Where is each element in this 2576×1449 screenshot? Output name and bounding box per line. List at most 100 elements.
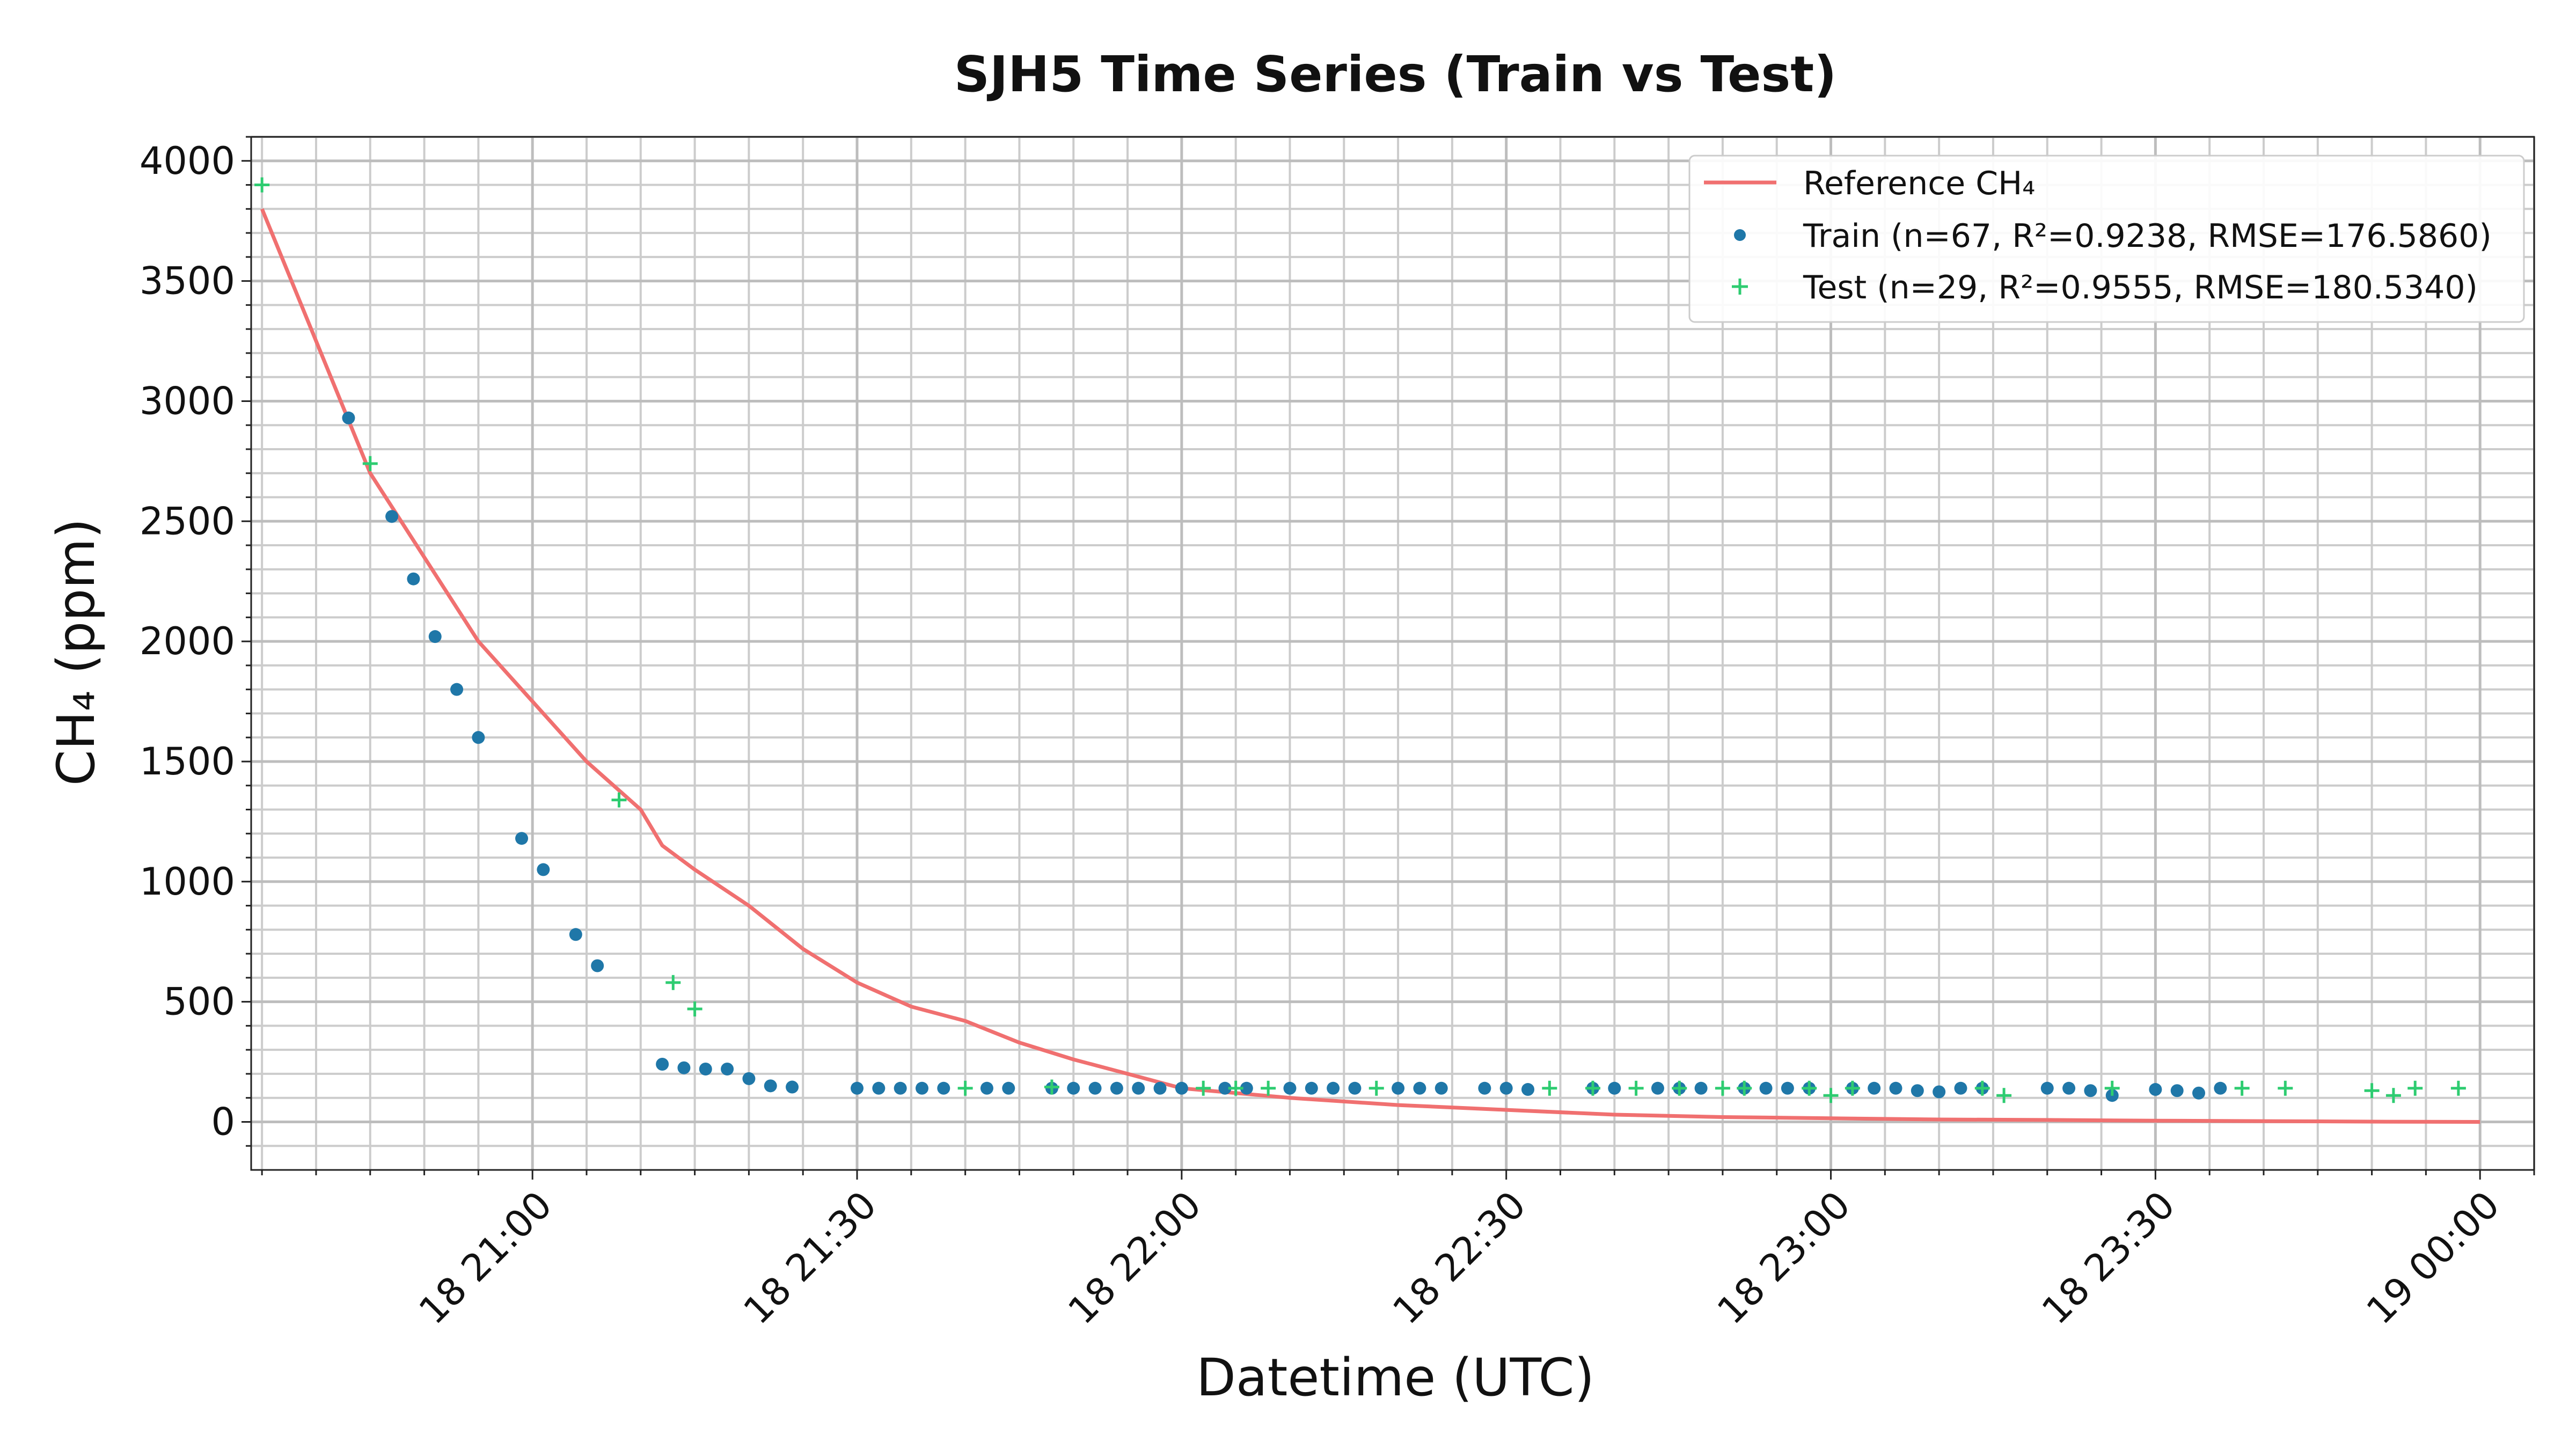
train-point — [2149, 1083, 2162, 1096]
train-point — [1759, 1081, 1773, 1095]
test-point — [2278, 1080, 2293, 1096]
train-point — [1153, 1081, 1167, 1095]
train-point — [1110, 1081, 1123, 1095]
train-point — [1435, 1081, 1448, 1095]
y-axis-label: CH₄ (ppm) — [46, 518, 106, 786]
x-tick-label: 18 23:00 — [1709, 1183, 1858, 1333]
legend-test-swatch — [1732, 279, 1748, 295]
test-point — [1196, 1080, 1211, 1096]
y-tick-label: 1500 — [140, 740, 235, 784]
y-tick-label: 1000 — [140, 860, 235, 904]
test-point — [611, 792, 627, 808]
legend-train-swatch — [1734, 229, 1746, 241]
x-tick-label: 18 23:30 — [2033, 1183, 2183, 1333]
train-point — [1348, 1081, 1362, 1095]
y-tick-label: 3500 — [140, 259, 235, 303]
legend-reference-label: Reference CH₄ — [1803, 165, 2035, 202]
train-point — [2062, 1081, 2076, 1095]
train-point — [786, 1080, 799, 1094]
y-tick-label: 4000 — [140, 139, 235, 183]
train-point — [1933, 1085, 1946, 1099]
test-point — [254, 177, 270, 193]
test-point — [1802, 1080, 1817, 1096]
train-point — [872, 1081, 885, 1095]
test-point — [1044, 1079, 1059, 1095]
train-point — [407, 572, 420, 586]
test-point — [1845, 1080, 1860, 1096]
legend-train-label: Train (n=67, R²=0.9238, RMSE=176.5860) — [1803, 217, 2492, 255]
train-point — [1911, 1084, 1924, 1097]
x-tick-label: 18 22:30 — [1384, 1183, 1534, 1333]
test-point — [1228, 1080, 1243, 1096]
test-point — [1261, 1080, 1276, 1096]
train-point — [677, 1061, 691, 1074]
train-point — [1392, 1081, 1405, 1095]
test-point — [2234, 1080, 2250, 1096]
train-point — [1651, 1081, 1664, 1095]
x-axis: 18 21:00 18 21:30 18 22:00 18 22:30 18 23:00… — [261, 1170, 2535, 1333]
test-point — [2450, 1080, 2466, 1096]
train-point — [1478, 1081, 1491, 1095]
test-point — [2104, 1080, 2120, 1096]
train-point — [742, 1072, 756, 1085]
train-point — [1521, 1083, 1535, 1096]
y-tick-label: 2500 — [140, 499, 235, 543]
train-point — [1327, 1081, 1340, 1095]
legend-test-label: Test (n=29, R²=0.9555, RMSE=180.5340) — [1803, 269, 2478, 306]
x-tick-label: 18 21:30 — [735, 1183, 885, 1333]
train-point — [2214, 1081, 2227, 1095]
y-tick-label: 2000 — [140, 619, 235, 663]
plot-area-frame — [250, 136, 2535, 1171]
train-point — [472, 731, 485, 744]
train-point — [980, 1081, 993, 1095]
train-point — [1305, 1081, 1318, 1095]
test-point — [1737, 1080, 1752, 1096]
train-point — [450, 683, 464, 696]
x-axis-label: Datetime (UTC) — [1196, 1348, 1594, 1408]
legend-box — [1688, 155, 2525, 323]
train-point — [721, 1062, 734, 1075]
train-point — [764, 1079, 777, 1093]
x-tick-label: 18 22:00 — [1060, 1183, 1210, 1333]
train-point — [894, 1081, 907, 1095]
train-point — [342, 411, 355, 425]
test-point — [1368, 1080, 1384, 1096]
test-point — [2364, 1083, 2380, 1099]
test-point — [1672, 1080, 1687, 1096]
train-point — [851, 1081, 864, 1095]
train-series — [342, 411, 2227, 1102]
y-tick-label: 500 — [163, 980, 235, 1024]
train-point — [2040, 1081, 2054, 1095]
test-series — [254, 177, 2466, 1103]
test-point — [1585, 1080, 1600, 1096]
train-point — [937, 1081, 950, 1095]
train-point — [1954, 1081, 1967, 1095]
train-point — [591, 959, 604, 972]
test-point — [1996, 1088, 2012, 1103]
y-axis: 0 500 1000 1500 2000 2500 3000 3500 4000 — [140, 136, 251, 1147]
train-point — [385, 510, 399, 523]
train-point — [1175, 1081, 1188, 1095]
train-point — [569, 928, 582, 941]
train-point — [2084, 1084, 2097, 1097]
train-point — [1868, 1081, 1881, 1095]
legend: Reference CH₄ Train (n=67, R²=0.9238, RM… — [1688, 155, 2525, 323]
train-point — [1067, 1081, 1080, 1095]
train-point — [1002, 1081, 1015, 1095]
train-point — [1889, 1081, 1902, 1095]
test-point — [957, 1080, 973, 1096]
x-tick-label: 18 21:00 — [411, 1183, 560, 1333]
train-point — [699, 1062, 712, 1075]
y-tick-label: 3000 — [140, 379, 235, 423]
reference-line — [260, 208, 2480, 1124]
train-point — [1413, 1081, 1426, 1095]
test-point — [1974, 1080, 1990, 1096]
train-point — [1240, 1081, 1253, 1095]
train-point — [1283, 1081, 1297, 1095]
train-point — [537, 863, 550, 876]
test-point — [1823, 1088, 1839, 1103]
train-point — [2192, 1086, 2206, 1100]
test-point — [2385, 1088, 2401, 1103]
test-point — [687, 1001, 702, 1017]
